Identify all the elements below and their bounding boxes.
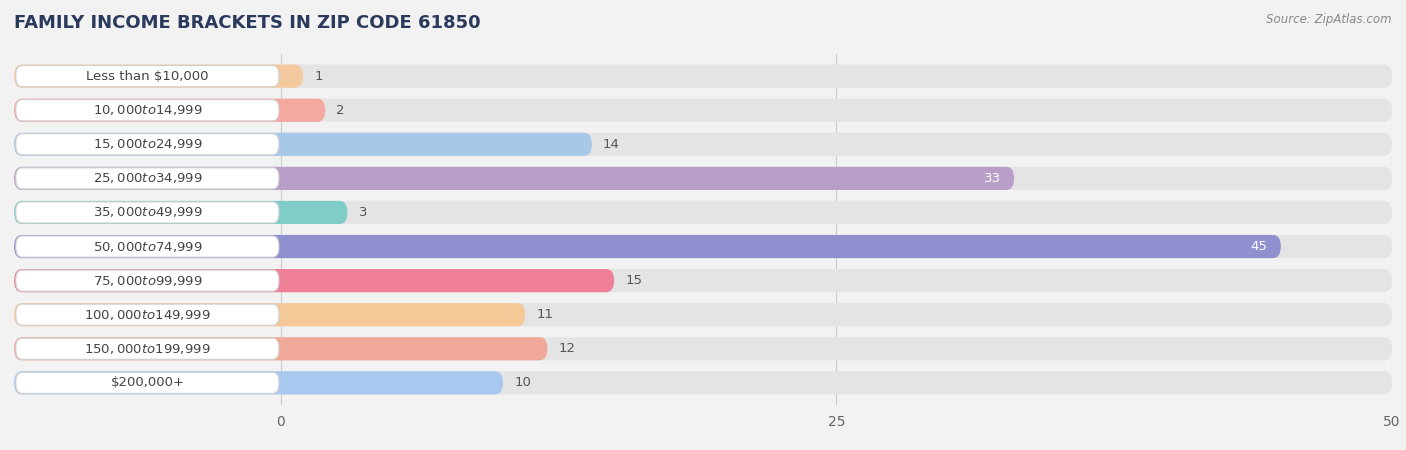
Text: 10: 10 xyxy=(515,376,531,389)
Text: $35,000 to $49,999: $35,000 to $49,999 xyxy=(93,206,202,220)
FancyBboxPatch shape xyxy=(14,167,1014,190)
FancyBboxPatch shape xyxy=(15,270,278,291)
FancyBboxPatch shape xyxy=(15,168,278,189)
Text: 3: 3 xyxy=(359,206,367,219)
FancyBboxPatch shape xyxy=(14,99,1392,122)
FancyBboxPatch shape xyxy=(14,133,1392,156)
FancyBboxPatch shape xyxy=(14,235,1392,258)
FancyBboxPatch shape xyxy=(15,66,278,87)
FancyBboxPatch shape xyxy=(14,337,547,360)
FancyBboxPatch shape xyxy=(14,371,1392,395)
Text: $200,000+: $200,000+ xyxy=(111,376,184,389)
FancyBboxPatch shape xyxy=(15,202,278,223)
Text: $150,000 to $199,999: $150,000 to $199,999 xyxy=(84,342,211,356)
Text: $50,000 to $74,999: $50,000 to $74,999 xyxy=(93,239,202,253)
Text: $100,000 to $149,999: $100,000 to $149,999 xyxy=(84,308,211,322)
Text: $15,000 to $24,999: $15,000 to $24,999 xyxy=(93,137,202,151)
Text: 15: 15 xyxy=(626,274,643,287)
Text: Less than $10,000: Less than $10,000 xyxy=(86,70,208,83)
FancyBboxPatch shape xyxy=(15,99,278,121)
Text: 11: 11 xyxy=(536,308,554,321)
Text: 12: 12 xyxy=(558,342,575,355)
Text: 33: 33 xyxy=(984,172,1001,185)
FancyBboxPatch shape xyxy=(14,201,1392,224)
FancyBboxPatch shape xyxy=(14,303,526,326)
Text: $75,000 to $99,999: $75,000 to $99,999 xyxy=(93,274,202,288)
FancyBboxPatch shape xyxy=(14,133,592,156)
Text: $10,000 to $14,999: $10,000 to $14,999 xyxy=(93,103,202,117)
FancyBboxPatch shape xyxy=(15,338,278,360)
FancyBboxPatch shape xyxy=(14,201,347,224)
Text: 2: 2 xyxy=(336,104,344,117)
FancyBboxPatch shape xyxy=(15,304,278,325)
FancyBboxPatch shape xyxy=(14,167,1392,190)
Text: Source: ZipAtlas.com: Source: ZipAtlas.com xyxy=(1267,14,1392,27)
FancyBboxPatch shape xyxy=(15,372,278,393)
FancyBboxPatch shape xyxy=(14,371,503,395)
Text: FAMILY INCOME BRACKETS IN ZIP CODE 61850: FAMILY INCOME BRACKETS IN ZIP CODE 61850 xyxy=(14,14,481,32)
FancyBboxPatch shape xyxy=(15,236,278,257)
FancyBboxPatch shape xyxy=(14,337,1392,360)
Text: 1: 1 xyxy=(314,70,322,83)
FancyBboxPatch shape xyxy=(14,235,1281,258)
FancyBboxPatch shape xyxy=(14,269,614,292)
Text: $25,000 to $34,999: $25,000 to $34,999 xyxy=(93,171,202,185)
Text: 45: 45 xyxy=(1250,240,1267,253)
FancyBboxPatch shape xyxy=(15,134,278,155)
FancyBboxPatch shape xyxy=(14,99,325,122)
FancyBboxPatch shape xyxy=(14,64,302,88)
FancyBboxPatch shape xyxy=(14,303,1392,326)
FancyBboxPatch shape xyxy=(14,269,1392,292)
Text: 14: 14 xyxy=(603,138,620,151)
FancyBboxPatch shape xyxy=(14,64,1392,88)
